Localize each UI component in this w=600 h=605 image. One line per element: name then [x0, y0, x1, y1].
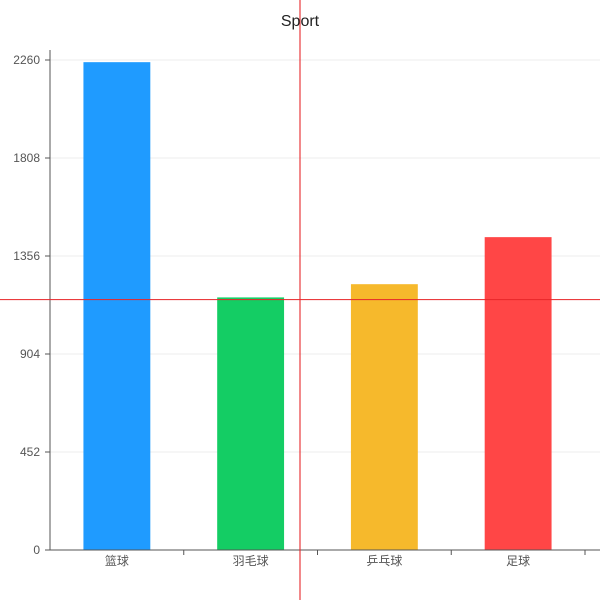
- bar-0[interactable]: [83, 62, 151, 550]
- y-tick-label: 1356: [13, 249, 40, 263]
- y-tick-label: 0: [33, 543, 40, 557]
- bar-2[interactable]: [350, 284, 418, 550]
- y-tick-label: 1808: [13, 151, 40, 165]
- bar-3[interactable]: [484, 237, 552, 551]
- x-tick-label: 篮球: [105, 553, 129, 568]
- chart-title: Sport: [280, 13, 320, 30]
- x-tick-label: 足球: [506, 554, 530, 568]
- y-tick-label: 452: [20, 445, 40, 459]
- bars: [83, 62, 552, 551]
- axes: 0 452 904 1356 1808 2260 篮球 羽毛球 乒乓球 足球: [13, 50, 600, 568]
- x-tick-label: 羽毛球: [233, 554, 269, 568]
- x-tick-label: 乒乓球: [366, 554, 402, 568]
- bar-1[interactable]: [217, 297, 285, 550]
- y-tick-label: 2260: [13, 53, 40, 67]
- y-tick-label: 904: [20, 347, 40, 361]
